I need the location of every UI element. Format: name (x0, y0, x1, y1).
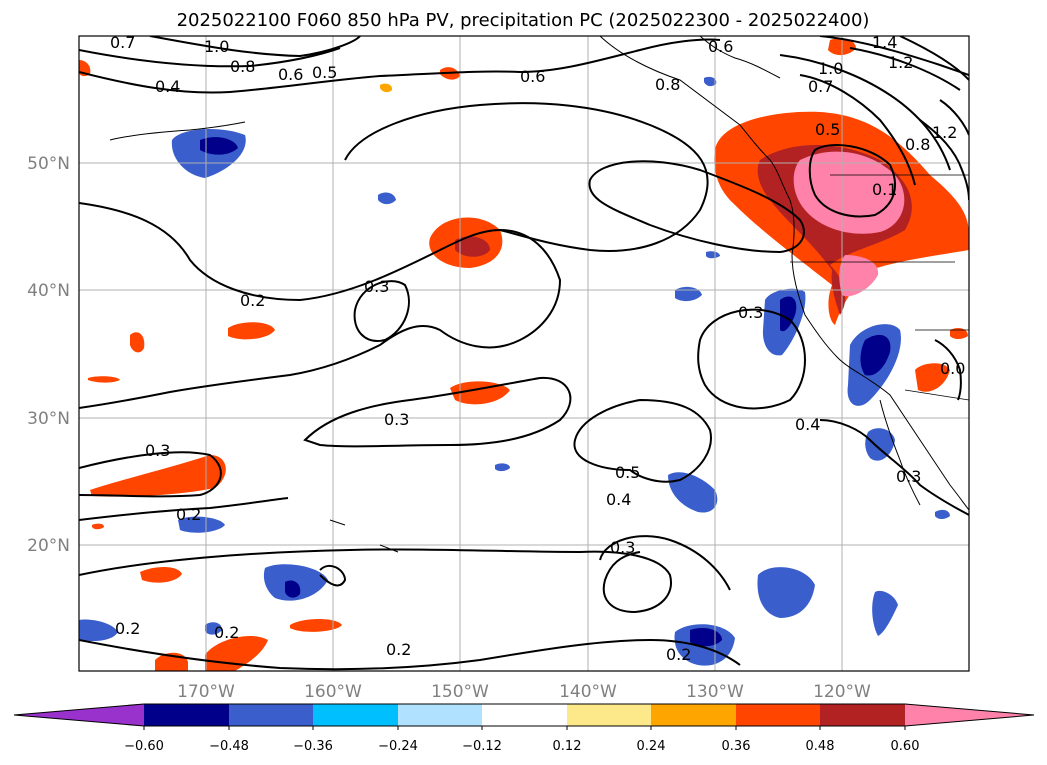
contour-label: 0.2 (386, 640, 411, 659)
colorbar-tick-label: 0.60 (891, 739, 920, 754)
contour-label: 0.6 (708, 37, 733, 56)
lon-label: 120°W (813, 682, 871, 702)
contour-labels: 0.7 1.0 0.8 0.6 0.5 0.4 0.6 0.6 0.8 1.4 … (110, 33, 965, 664)
contour-label: 0.3 (896, 467, 921, 486)
contour-label: 0.3 (384, 410, 409, 429)
contour-label: 0.7 (808, 77, 833, 96)
contour-label: 1.4 (872, 33, 897, 52)
colorbar-tick-label: 0.36 (722, 739, 751, 754)
colorbar-segment (229, 704, 313, 726)
contour-label: 0.2 (214, 623, 239, 642)
contour-label: 0.6 (520, 67, 545, 86)
colorbar-tick-label: −0.48 (209, 739, 249, 754)
gridlines (79, 36, 969, 671)
contour-label: 0.4 (155, 77, 180, 96)
contour-label: 0.7 (110, 33, 135, 52)
colorbar-segment (144, 704, 229, 726)
colorbar-tick-label: 0.12 (553, 739, 582, 754)
colorbar-extend-high (905, 704, 1034, 726)
contour-label: 0.3 (738, 303, 763, 322)
contour-label: 0.8 (230, 57, 255, 76)
contour-label: 0.3 (610, 538, 635, 557)
colorbar: −0.60 −0.48 −0.36 −0.24 −0.12 0.12 0.24 … (13, 703, 1035, 754)
colorbar-segment (736, 704, 820, 726)
lon-label: 160°W (304, 682, 362, 702)
colorbar-segment (651, 704, 736, 726)
colorbar-tick-label: −0.12 (462, 739, 502, 754)
lat-label: 20°N (27, 536, 70, 556)
colorbar-segment (398, 704, 482, 726)
contour-label: 0.8 (655, 75, 680, 94)
lon-label: 170°W (177, 682, 235, 702)
contour-label: 0.2 (666, 645, 691, 664)
lat-label: 30°N (27, 409, 70, 429)
longitude-labels: 170°W 160°W 150°W 140°W 130°W 120°W (177, 682, 871, 702)
contour-label: 0.4 (606, 490, 631, 509)
colorbar-tick-label: −0.36 (293, 739, 333, 754)
lon-label: 130°W (686, 682, 744, 702)
lon-label: 150°W (431, 682, 489, 702)
colorbar-segment (820, 704, 905, 726)
contour-label: 0.0 (940, 359, 965, 378)
latitude-labels: 50°N 40°N 30°N 20°N (27, 154, 70, 556)
figure-title: 2025022100 F060 850 hPa PV, precipitatio… (177, 10, 870, 31)
contour-label: 0.1 (872, 180, 897, 199)
contour-label: 0.2 (176, 505, 201, 524)
contour-label: 0.3 (364, 277, 389, 296)
colorbar-tick-label: 0.48 (806, 739, 835, 754)
pv-contours (79, 36, 969, 671)
contour-label: 1.2 (888, 53, 913, 72)
colorbar-segment (482, 704, 567, 726)
contour-label: 0.6 (278, 65, 303, 84)
colorbar-tick-label: −0.60 (124, 739, 164, 754)
contour-label: 0.8 (905, 135, 930, 154)
contour-label: 0.2 (115, 619, 140, 638)
contour-label: 1.2 (932, 123, 957, 142)
contour-label: 1.0 (818, 59, 843, 78)
colorbar-tick-label: 0.24 (637, 739, 666, 754)
lat-label: 40°N (27, 281, 70, 301)
colorbar-segment (567, 704, 651, 726)
lon-label: 140°W (559, 682, 617, 702)
colorbar-segment (313, 704, 398, 726)
coastlines (109, 36, 969, 553)
contour-label: 0.5 (312, 63, 337, 82)
contour-label: 0.3 (145, 441, 170, 460)
colorbar-extend-low (14, 704, 144, 726)
lat-label: 50°N (27, 154, 70, 174)
contour-label: 0.5 (615, 463, 640, 482)
contour-label: 0.5 (815, 120, 840, 139)
colorbar-tick-label: −0.24 (378, 739, 418, 754)
contour-label: 0.4 (795, 415, 820, 434)
contour-label: 1.0 (204, 37, 229, 56)
contour-label: 0.2 (240, 291, 265, 310)
map-frame (78, 35, 970, 672)
map-area: 0.7 1.0 0.8 0.6 0.5 0.4 0.6 0.6 0.8 1.4 … (79, 33, 969, 671)
